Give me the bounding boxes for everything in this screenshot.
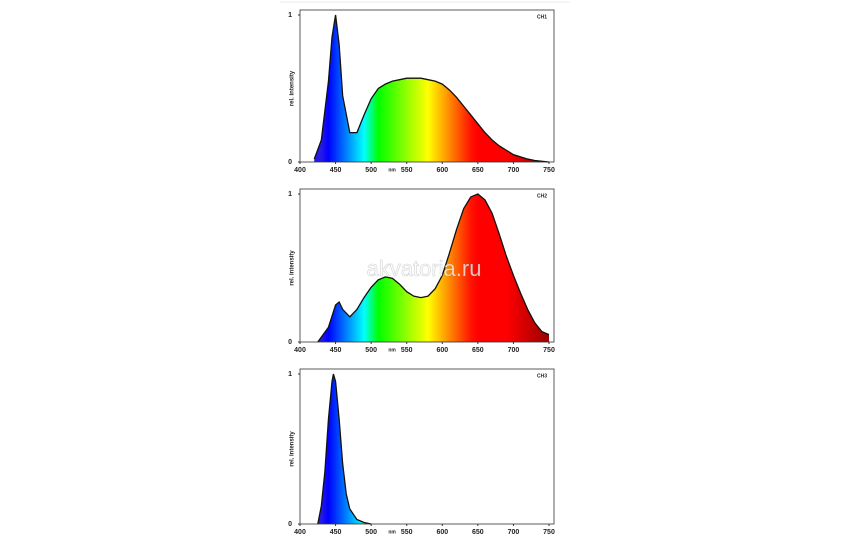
- x-tick-label: 700: [508, 347, 520, 354]
- y-tick-label: 1: [288, 371, 292, 378]
- x-axis-label: nm: [388, 347, 396, 353]
- y-tick-label: 1: [288, 191, 292, 198]
- x-tick-label: 650: [472, 347, 484, 354]
- area-line: [313, 14, 550, 163]
- x-tick-label: 750: [543, 347, 555, 354]
- x-tick-label: 600: [436, 167, 448, 174]
- y-tick-label: 0: [288, 159, 292, 166]
- x-tick-label: 750: [543, 529, 555, 536]
- x-tick-label: 500: [365, 529, 377, 536]
- x-tick-label: 500: [365, 167, 377, 174]
- x-tick-label: 400: [294, 167, 306, 174]
- x-tick-label: 700: [508, 529, 520, 536]
- x-tick-label: 650: [472, 167, 484, 174]
- chart-title: CH3: [537, 373, 547, 379]
- x-tick-label: 450: [330, 347, 342, 354]
- x-tick-label: 750: [543, 167, 555, 174]
- plot-frame: [299, 368, 555, 525]
- y-axis-label: rel. intensity: [290, 250, 296, 286]
- area-fill: [314, 15, 549, 162]
- x-tick-label: 550: [401, 167, 413, 174]
- x-tick-label: 600: [436, 529, 448, 536]
- x-tick-label: 450: [330, 167, 342, 174]
- area-fill: [317, 194, 549, 342]
- y-axis-label: rel. intensity: [290, 70, 296, 106]
- x-tick-label: 500: [365, 347, 377, 354]
- x-axis-label: nm: [388, 529, 396, 535]
- x-axis-label: nm: [388, 167, 396, 173]
- x-tick-label: 400: [294, 347, 306, 354]
- watermark: akvatoria.ru: [367, 256, 482, 281]
- y-tick-label: 0: [288, 521, 292, 528]
- area-line: [317, 373, 372, 525]
- y-tick-label: 1: [288, 12, 292, 19]
- x-tick-label: 600: [436, 347, 448, 354]
- chart-title: CH1: [537, 14, 547, 20]
- x-tick-label: 400: [294, 529, 306, 536]
- y-axis-label: rel. intensity: [290, 431, 296, 467]
- area-fill: [317, 374, 372, 524]
- chart-title: CH2: [537, 193, 547, 199]
- x-tick-label: 700: [508, 167, 520, 174]
- y-tick-label: 0: [288, 339, 292, 346]
- x-tick-label: 550: [401, 529, 413, 536]
- x-tick-label: 650: [472, 529, 484, 536]
- x-tick-label: 550: [401, 347, 413, 354]
- x-tick-label: 450: [330, 529, 342, 536]
- plot-frame: [299, 188, 555, 343]
- area-line: [317, 193, 550, 343]
- plot-frame: [299, 9, 555, 163]
